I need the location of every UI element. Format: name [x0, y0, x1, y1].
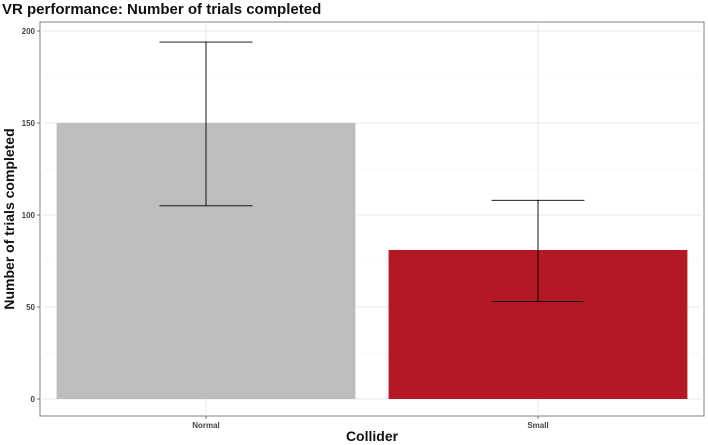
y-tick-label: 150	[22, 119, 36, 128]
chart-title: VR performance: Number of trials complet…	[2, 1, 321, 18]
error-bar-normal	[159, 41, 253, 207]
x-axis-ticks: Normal Small	[192, 416, 549, 430]
error-bar-small	[491, 199, 585, 302]
x-axis-title: Collider	[346, 428, 399, 444]
y-axis-ticks: 0 50 100 150 200	[22, 27, 40, 404]
y-axis-title: Number of trials completed	[1, 128, 17, 309]
y-tick-label: 100	[22, 211, 36, 220]
y-tick-label: 200	[22, 27, 36, 36]
y-tick-label: 0	[31, 395, 36, 404]
x-tick-label: Normal	[192, 421, 220, 430]
error-bars	[159, 41, 585, 302]
x-tick-label: Small	[527, 421, 548, 430]
y-tick-label: 50	[26, 303, 35, 312]
